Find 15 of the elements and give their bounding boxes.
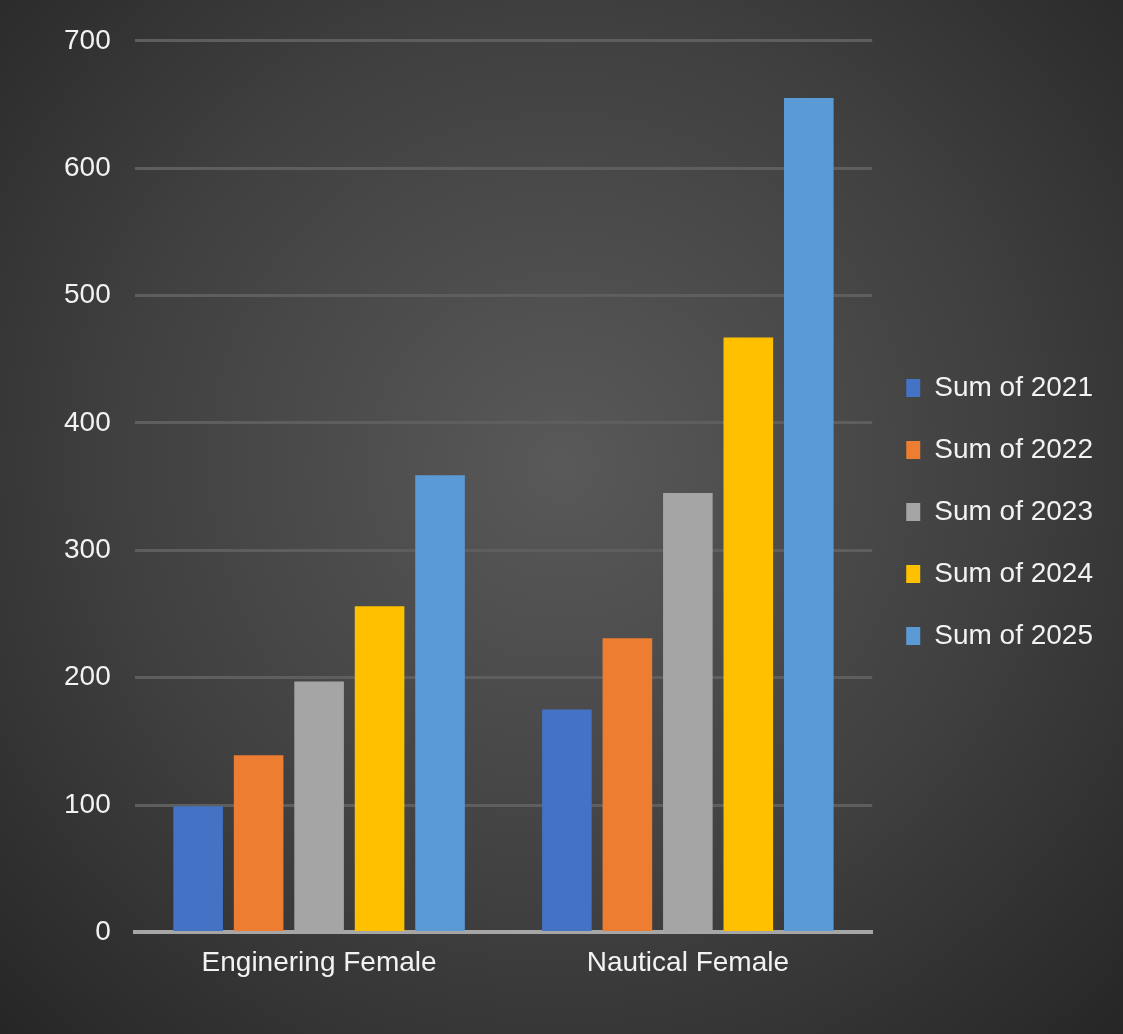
y-tick-label: 300 [64, 533, 111, 564]
y-tick-label: 100 [64, 787, 111, 819]
legend-label: Sum of 2024 [934, 556, 1094, 588]
x-tick-label: Nautical Female [586, 945, 790, 977]
y-tick-label: 0 [95, 915, 111, 947]
legend-label: Sum of 2025 [934, 618, 1094, 650]
y-tick-label: 700 [64, 23, 111, 55]
legend-label: Sum of 2023 [934, 494, 1094, 526]
legend-label: Sum of 2021 [934, 370, 1094, 402]
y-tick-label: 400 [64, 405, 111, 437]
legend-label: Sum of 2022 [934, 432, 1094, 464]
y-tick-label: 600 [64, 150, 111, 182]
y-tick-label: 200 [64, 660, 111, 692]
y-tick-label: 500 [64, 278, 111, 310]
x-tick-label: Enginering Female [201, 945, 437, 977]
